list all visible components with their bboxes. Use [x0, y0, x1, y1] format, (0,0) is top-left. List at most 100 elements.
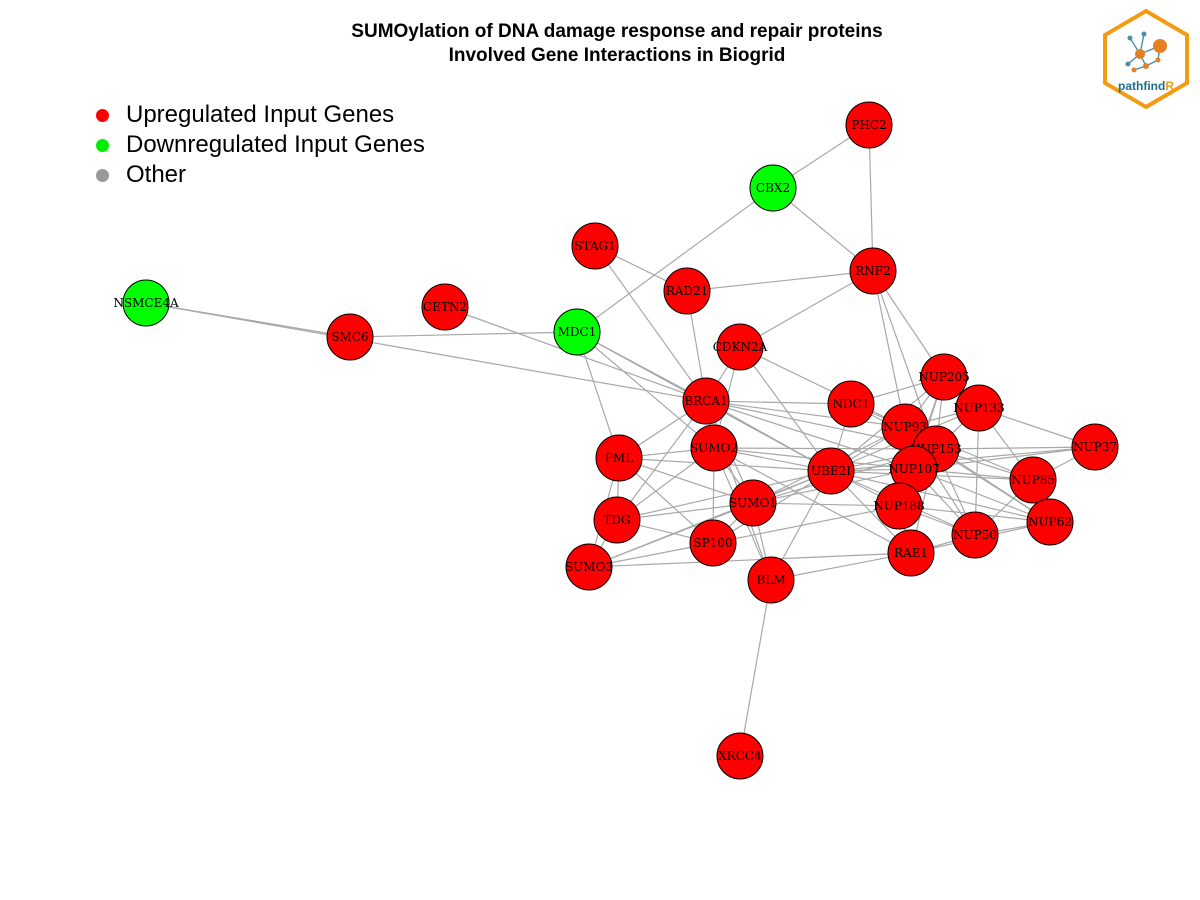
legend-label-upregulated: Upregulated Input Genes: [126, 101, 395, 128]
node-ube2i[interactable]: UBE2I: [807, 447, 855, 495]
node-phc2[interactable]: PHC2: [845, 101, 893, 149]
edge-brca1-nup107: [705, 400, 915, 470]
node-layer: PHC2 CBX2 STAG1 RNF2 RAD21 NSMCE4A CETN2 MDC1 SM…: [113, 101, 1119, 780]
node-circle-mdc1[interactable]: [553, 308, 601, 356]
node-label-nup85: NUP85: [1011, 473, 1055, 487]
pathfindr-logo: pathfindR: [1103, 8, 1189, 110]
node-circle-nup133[interactable]: [955, 384, 1003, 432]
node-label-nup50: NUP50: [953, 528, 997, 542]
node-nup133[interactable]: NUP133: [953, 384, 1005, 432]
node-circle-sumo1[interactable]: [729, 479, 777, 527]
node-stag1[interactable]: STAG1: [571, 222, 619, 270]
node-nup85[interactable]: NUP85: [1009, 456, 1057, 504]
node-circle-blm[interactable]: [747, 556, 795, 604]
node-sumo2[interactable]: SUMO2: [690, 424, 738, 472]
edge-ube2i-nup62: [830, 470, 1051, 523]
node-circle-nup205[interactable]: [920, 353, 968, 401]
node-label-sumo2: SUMO2: [690, 441, 738, 455]
node-circle-rae1[interactable]: [887, 529, 935, 577]
node-label-mdc1: MDC1: [558, 325, 597, 339]
edge-sp100-nup188: [712, 505, 900, 544]
node-circle-smc6[interactable]: [326, 313, 374, 361]
edge-cbx2-mdc1: [576, 187, 774, 333]
node-circle-pml[interactable]: [595, 434, 643, 482]
node-rad21[interactable]: RAD21: [663, 267, 711, 315]
node-brca1[interactable]: BRCA1: [682, 377, 730, 425]
node-nup62[interactable]: NUP62: [1026, 498, 1074, 546]
node-label-nup205: NUP205: [918, 370, 970, 384]
node-circle-cdkn2a[interactable]: [716, 323, 764, 371]
node-circle-brca1[interactable]: [682, 377, 730, 425]
node-circle-sp100[interactable]: [689, 519, 737, 567]
edge-brca1-ndc1: [705, 400, 852, 405]
node-circle-nsmce4a[interactable]: [122, 279, 170, 327]
node-nup50[interactable]: NUP50: [951, 511, 999, 559]
node-nup188[interactable]: NUP188: [873, 482, 925, 530]
node-label-cetn2: CETN2: [423, 300, 467, 314]
node-label-xrcc4: XRCC4: [718, 749, 762, 763]
edge-rnf2-nup93: [872, 270, 906, 428]
node-label-rad21: RAD21: [666, 284, 709, 298]
node-label-nup62: NUP62: [1028, 515, 1072, 529]
node-rae1[interactable]: RAE1: [887, 529, 935, 577]
node-circle-stag1[interactable]: [571, 222, 619, 270]
node-label-nup37: NUP37: [1073, 440, 1117, 454]
node-xrcc4[interactable]: XRCC4: [716, 732, 764, 780]
node-label-phc2: PHC2: [851, 118, 886, 132]
node-smc6[interactable]: SMC6: [326, 313, 374, 361]
edge-nup107-nup62: [913, 468, 1051, 523]
node-circle-xrcc4[interactable]: [716, 732, 764, 780]
node-sp100[interactable]: SP100: [689, 519, 737, 567]
edge-rnf2-cdkn2a: [739, 270, 874, 348]
node-label-stag1: STAG1: [574, 239, 615, 253]
edge-cdkn2a-nup93: [739, 346, 906, 428]
node-label-nup107: NUP107: [888, 462, 940, 476]
node-mdc1[interactable]: MDC1: [553, 308, 601, 356]
node-circle-ndc1[interactable]: [827, 380, 875, 428]
node-label-ndc1: NDC1: [833, 397, 870, 411]
edge-brca1-nup93: [705, 400, 906, 428]
node-rnf2[interactable]: RNF2: [849, 247, 897, 295]
node-ndc1[interactable]: NDC1: [827, 380, 875, 428]
node-circle-phc2[interactable]: [845, 101, 893, 149]
title-line-2: Involved Gene Interactions in Biogrid: [448, 45, 786, 66]
node-tdg[interactable]: TDG: [593, 496, 641, 544]
node-circle-nup37[interactable]: [1071, 423, 1119, 471]
node-nup107[interactable]: NUP107: [888, 445, 940, 493]
node-label-sp100: SP100: [693, 536, 732, 550]
node-circle-cbx2[interactable]: [749, 164, 797, 212]
node-circle-sumo2[interactable]: [690, 424, 738, 472]
node-circle-nup188[interactable]: [875, 482, 923, 530]
node-nsmce4a[interactable]: NSMCE4A: [113, 279, 179, 327]
edge-sumo3-rae1: [588, 552, 912, 568]
legend-label-downregulated: Downregulated Input Genes: [126, 131, 425, 158]
node-circle-nup50[interactable]: [951, 511, 999, 559]
node-circle-sumo3[interactable]: [565, 543, 613, 591]
node-pml[interactable]: PML: [595, 434, 643, 482]
node-cdkn2a[interactable]: CDKN2A: [713, 323, 768, 371]
node-label-brca1: BRCA1: [684, 394, 727, 408]
chart-title: SUMOylation of DNA damage response and r…: [0, 20, 1200, 68]
node-label-blm: BLM: [756, 573, 785, 587]
node-blm[interactable]: BLM: [747, 556, 795, 604]
edge-blm-rae1: [770, 552, 912, 581]
edge-rnf2-rad21: [686, 270, 874, 292]
node-cetn2[interactable]: CETN2: [421, 283, 469, 331]
node-circle-nup85[interactable]: [1009, 456, 1057, 504]
node-circle-tdg[interactable]: [593, 496, 641, 544]
node-circle-cetn2[interactable]: [421, 283, 469, 331]
node-circle-ube2i[interactable]: [807, 447, 855, 495]
node-sumo1[interactable]: SUMO1: [729, 479, 777, 527]
node-circle-nup62[interactable]: [1026, 498, 1074, 546]
node-circle-rad21[interactable]: [663, 267, 711, 315]
edge-nsmce4a-brca1: [145, 302, 707, 402]
edge-sumo1-sumo3: [588, 502, 754, 568]
edge-sumo1-nup188: [752, 502, 900, 507]
node-circle-rnf2[interactable]: [849, 247, 897, 295]
node-sumo3[interactable]: SUMO3: [565, 543, 613, 591]
node-nup205[interactable]: NUP205: [918, 353, 970, 401]
node-label-nup93: NUP93: [883, 420, 927, 434]
node-nup37[interactable]: NUP37: [1071, 423, 1119, 471]
node-cbx2[interactable]: CBX2: [749, 164, 797, 212]
